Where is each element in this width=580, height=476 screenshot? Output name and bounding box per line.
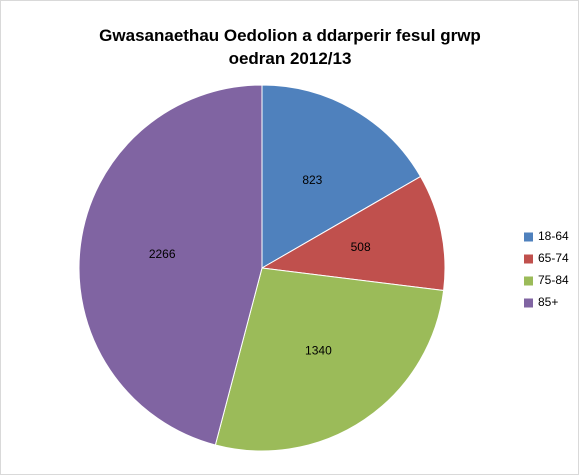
legend-swatch xyxy=(524,254,533,264)
legend-swatch xyxy=(524,232,533,242)
data-label: 2266 xyxy=(149,247,176,261)
chart-title: Gwasanaethau Oedolion a ddarperir fesul … xyxy=(99,26,481,68)
data-label: 508 xyxy=(351,240,371,254)
legend-label: 18-64 xyxy=(538,229,569,243)
pie-slice xyxy=(260,175,446,292)
legend-label: 75-84 xyxy=(538,273,569,287)
pie-slice xyxy=(214,267,445,452)
pie-slice xyxy=(78,84,263,446)
data-label: 823 xyxy=(302,173,322,187)
pie-slice xyxy=(261,84,422,269)
legend-swatch xyxy=(524,276,533,286)
legend-label: 85+ xyxy=(538,295,558,309)
legend-label: 65-74 xyxy=(538,251,569,265)
legend-swatch xyxy=(524,298,533,308)
data-label: 1340 xyxy=(305,344,332,358)
